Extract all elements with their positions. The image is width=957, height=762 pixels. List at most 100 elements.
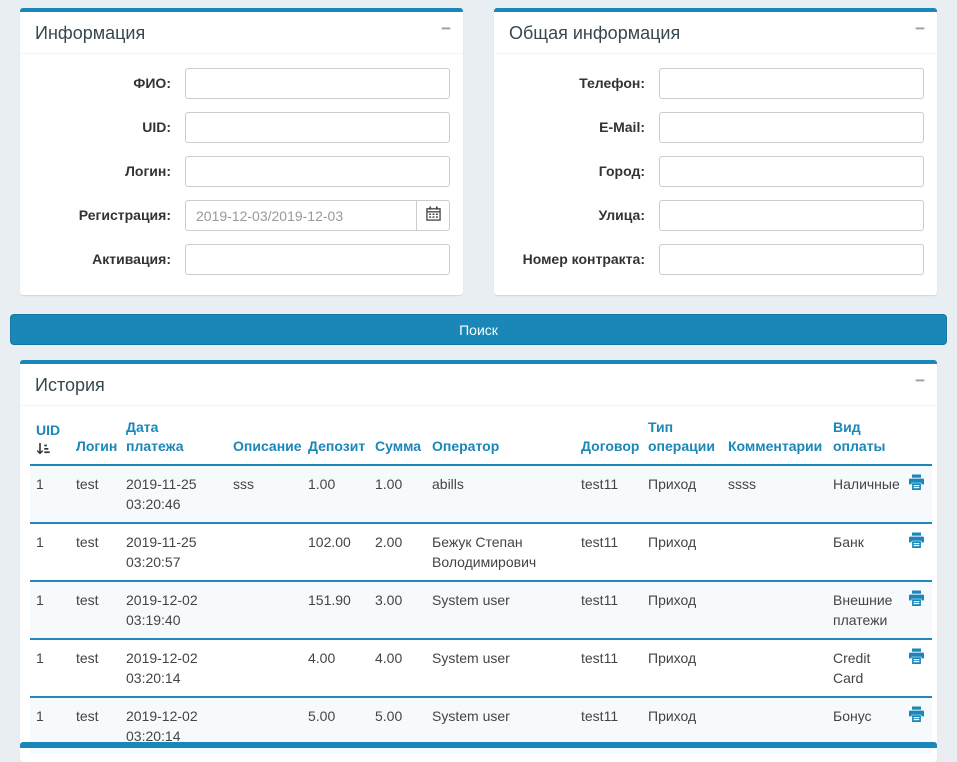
cell-comments <box>722 522 827 581</box>
cell-uid: 1 <box>30 522 70 581</box>
panel-info-collapse-button[interactable]: − <box>441 20 451 37</box>
cell-payment-kind: Внешние платежи <box>827 580 902 639</box>
form-group-phone: Телефон: <box>507 68 924 99</box>
table-row: 1 test 2019-12-02 03:20:14 4.00 4.00 System us… <box>30 638 932 697</box>
registration-calendar-addon[interactable] <box>417 200 450 231</box>
column-header-login[interactable]: Логин <box>70 412 120 466</box>
panel-info-header: Информация − <box>20 12 463 54</box>
print-receipt-button[interactable] <box>908 648 925 664</box>
city-label: Город: <box>598 163 645 179</box>
panel-general-header: Общая информация − <box>494 12 937 54</box>
table-row: 1 test 2019-12-02 03:19:40 151.90 3.00 System … <box>30 580 932 639</box>
cell-contract: test11 <box>581 476 619 492</box>
activation-label: Активация: <box>92 251 171 267</box>
cell-contract: test11 <box>575 522 642 581</box>
street-input[interactable] <box>659 200 924 231</box>
printer-icon <box>908 706 925 725</box>
form-group-contract-number: Номер контракта: <box>507 244 924 275</box>
cell-deposit: 4.00 <box>302 638 369 697</box>
cell-operation-type: Приход <box>642 522 722 581</box>
printer-icon <box>908 532 925 551</box>
panel-general-title: Общая информация <box>509 23 681 43</box>
cell-operation-type: Приход <box>642 580 722 639</box>
form-group-city: Город: <box>507 156 924 187</box>
cell-uid: 1 <box>36 476 44 492</box>
email-label: E-Mail: <box>599 119 645 135</box>
print-receipt-button[interactable] <box>908 532 925 548</box>
column-header-payment-date[interactable]: Дата платежа <box>120 412 227 466</box>
column-header-operator[interactable]: Оператор <box>426 412 575 466</box>
top-panels-row: Информация − ФИО: UID: Логин: Регистраци… <box>0 0 957 295</box>
panel-general-collapse-button[interactable]: − <box>915 20 925 37</box>
column-header-description[interactable]: Описание <box>227 412 302 466</box>
city-input[interactable] <box>659 156 924 187</box>
column-header-comments[interactable]: Комментарии <box>722 412 827 466</box>
print-receipt-button[interactable] <box>908 474 925 490</box>
form-group-activation: Активация: <box>33 244 450 275</box>
contract-number-input[interactable] <box>659 244 924 275</box>
phone-input[interactable] <box>659 68 924 99</box>
cell-operation-type: Приход <box>642 638 722 697</box>
table-row: 1 test 2019-11-25 03:20:57 102.00 2.00 Бежук С… <box>30 522 932 581</box>
cell-sum: 2.00 <box>369 522 426 581</box>
cell-contract: test11 <box>575 638 642 697</box>
column-header-sum[interactable]: Сумма <box>369 412 426 466</box>
cell-sum: 4.00 <box>369 638 426 697</box>
print-receipt-button[interactable] <box>908 706 925 722</box>
form-group-fio: ФИО: <box>33 68 450 99</box>
cell-uid: 1 <box>30 580 70 639</box>
column-header-uid[interactable]: UID <box>30 412 70 466</box>
cell-contract: test11 <box>575 580 642 639</box>
cell-payment-date: 2019-11-25 03:20:46 <box>126 476 197 512</box>
cell-description <box>227 522 302 581</box>
column-header-operation-type[interactable]: Тип операции <box>642 412 722 466</box>
uid-input[interactable] <box>185 112 450 143</box>
printer-icon <box>908 590 925 609</box>
calendar-icon <box>425 205 441 226</box>
activation-input[interactable] <box>185 244 450 275</box>
panel-history-body: UID Логин <box>20 406 937 762</box>
registration-input-group <box>185 200 450 231</box>
cell-sum: 1.00 <box>375 476 403 492</box>
sort-amount-asc-icon[interactable] <box>36 442 64 456</box>
cell-comments <box>722 580 827 639</box>
cell-description: sss <box>233 476 254 492</box>
column-header-payment-kind[interactable]: Вид оплаты <box>827 412 902 466</box>
registration-label: Регистрация: <box>78 207 171 223</box>
form-group-street: Улица: <box>507 200 924 231</box>
printer-icon <box>908 474 925 493</box>
form-group-registration: Регистрация: <box>33 200 450 231</box>
column-header-print <box>902 412 932 466</box>
cell-print <box>902 638 932 697</box>
minus-icon: − <box>441 19 451 38</box>
login-label: Логин: <box>125 163 171 179</box>
form-group-login: Логин: <box>33 156 450 187</box>
panel-history-header: История − <box>20 364 937 406</box>
cell-print <box>902 580 932 639</box>
history-table: UID Логин <box>30 412 932 754</box>
fio-input[interactable] <box>185 68 450 99</box>
login-input[interactable] <box>185 156 450 187</box>
form-group-uid: UID: <box>33 112 450 143</box>
cell-payment-date: 2019-12-02 03:20:14 <box>120 638 227 697</box>
cell-payment-date: 2019-12-02 03:19:40 <box>120 580 227 639</box>
column-header-deposit[interactable]: Депозит <box>302 412 369 466</box>
cell-payment-kind: Credit Card <box>827 638 902 697</box>
cell-comments <box>722 638 827 697</box>
search-button[interactable]: Поиск <box>10 314 947 345</box>
cell-operator: System user <box>426 580 575 639</box>
email-input[interactable] <box>659 112 924 143</box>
phone-label: Телефон: <box>579 75 645 91</box>
cell-comments: ssss <box>728 476 756 492</box>
panel-info-title: Информация <box>35 23 146 43</box>
form-group-email: E-Mail: <box>507 112 924 143</box>
minus-icon: − <box>915 371 925 390</box>
cell-payment-kind: Наличные <box>833 476 900 492</box>
table-row: 1 test 2019-11-25 03:20:46 sss 1.00 1.00 abills… <box>30 465 932 523</box>
panel-history-title: История <box>35 375 105 395</box>
registration-date-range-input[interactable] <box>185 200 417 231</box>
column-header-contract[interactable]: Договор <box>575 412 642 466</box>
print-receipt-button[interactable] <box>908 590 925 606</box>
panel-history-collapse-button[interactable]: − <box>915 372 925 389</box>
cell-print <box>902 465 932 523</box>
